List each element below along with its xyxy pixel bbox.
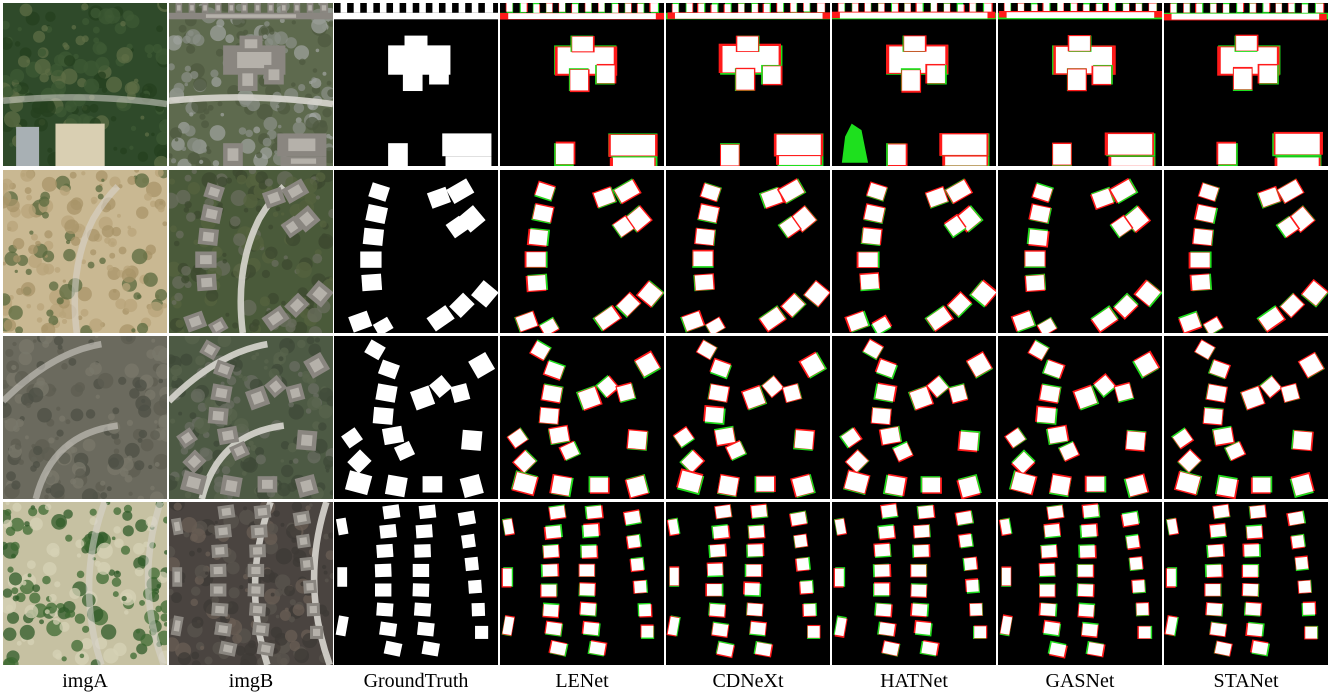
tile-curved-street-gasnet [998,336,1162,499]
column-label-stanet: STANet [1213,670,1279,692]
tile-cul-de-sac-hatnet [832,170,996,333]
tile-curved-street-hatnet [832,336,996,499]
tile-parallel-rows-gasnet [998,502,1162,665]
tile-cul-de-sac-stanet [1164,170,1328,333]
tile-cul-de-sac-gasnet [998,170,1162,333]
column-label-groundtruth: GroundTruth [363,670,469,692]
tile-large-building-stanet [1164,3,1328,166]
tile-parallel-rows-groundtruth [334,502,498,665]
tile-large-building-imgb [169,3,333,166]
tile-parallel-rows-hatnet [832,502,996,665]
tile-curved-street-imgb [169,336,333,499]
tile-parallel-rows-cdnext [666,502,830,665]
tile-parallel-rows-lenet [500,502,664,665]
column-label-imgb: imgB [228,670,274,692]
column-label-lenet: LENet [555,670,609,692]
tile-cul-de-sac-groundtruth [334,170,498,333]
tile-large-building-imga [3,3,167,166]
tile-parallel-rows-stanet [1164,502,1328,665]
tile-cul-de-sac-imga [3,170,167,333]
column-label-cdnext: CDNeXt [712,670,784,692]
tile-cul-de-sac-imgb [169,170,333,333]
column-label-imga: imgA [62,670,108,692]
tile-curved-street-imga [3,336,167,499]
tile-parallel-rows-imga [3,502,167,665]
column-label-hatnet: HATNet [880,670,948,692]
tile-large-building-lenet [500,3,664,166]
tile-curved-street-groundtruth [334,336,498,499]
tile-curved-street-lenet [500,336,664,499]
tile-large-building-gasnet [998,3,1162,166]
tile-large-building-hatnet [832,3,996,166]
tile-curved-street-cdnext [666,336,830,499]
column-label-gasnet: GASNet [1045,670,1115,692]
tile-large-building-groundtruth [334,3,498,166]
tile-cul-de-sac-cdnext [666,170,830,333]
tile-large-building-cdnext [666,3,830,166]
tile-cul-de-sac-lenet [500,170,664,333]
tile-parallel-rows-imgb [169,502,333,665]
tile-curved-street-stanet [1164,336,1328,499]
